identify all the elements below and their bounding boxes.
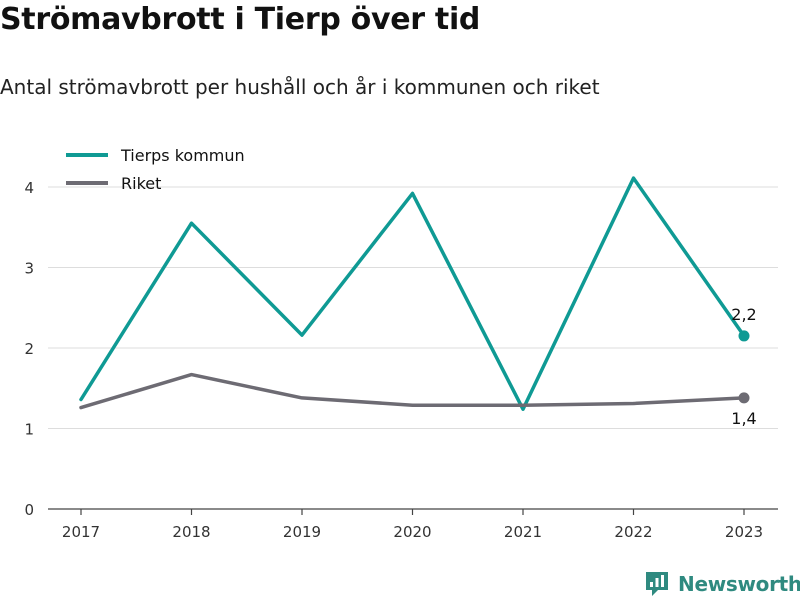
x-tick-label: 2019 [283,523,321,541]
chart-title: Strömavbrott i Tierp över tid [0,2,481,37]
gridlines [48,186,778,429]
x-tick-label: 2022 [614,523,652,541]
data-point [738,330,750,342]
series: 2,2 1,4 [79,176,757,428]
brand-name: Newsworthy [678,572,800,596]
axes: 0 1 2 3 4 2017 2018 2019 2020 2021 2022 2023 [24,179,778,541]
series-line [79,176,746,411]
line-chart: 0 1 2 3 4 2017 2018 2019 2020 2021 2022 2023 Tierps… [24,146,778,541]
legend-label: Riket [121,174,161,193]
newsworthy-icon [646,572,668,596]
newsworthy-logo: Newsworthy [644,568,800,600]
x-tick-label: 2017 [62,523,100,541]
y-tick-label: 3 [24,260,34,278]
data-point [738,392,750,404]
legend: Tierps kommun Riket [66,146,245,193]
y-tick-label: 2 [24,340,34,358]
end-data-label: 2,2 [731,305,756,324]
x-tick-label: 2020 [393,523,431,541]
series-line [79,372,746,410]
y-tick-label: 1 [24,421,34,439]
chart-subtitle: Antal strömavbrott per hushåll och år i … [0,75,600,99]
y-tick-label: 4 [24,179,34,197]
x-tick-label: 2018 [172,523,210,541]
y-tick-label: 0 [24,501,34,519]
x-tick-label: 2023 [725,523,763,541]
x-tick-label: 2021 [504,523,542,541]
end-data-label: 1,4 [731,409,756,428]
legend-label: Tierps kommun [120,146,245,165]
